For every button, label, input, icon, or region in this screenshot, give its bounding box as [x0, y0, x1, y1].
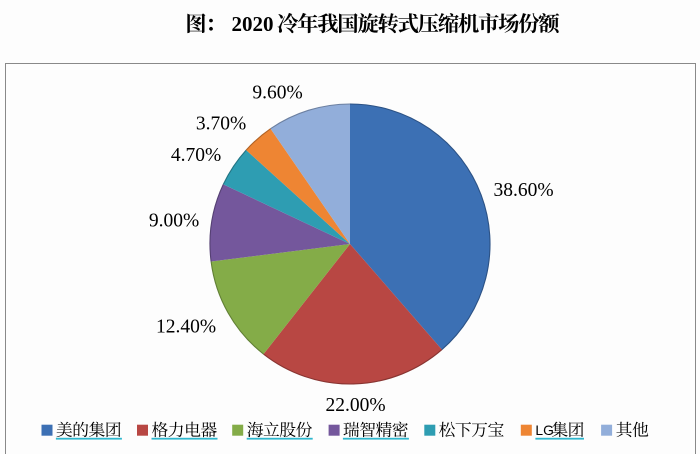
svg-text:9.00%: 9.00%: [149, 211, 199, 232]
svg-text:12.40%: 12.40%: [156, 317, 216, 338]
svg-text:3.70%: 3.70%: [196, 114, 246, 135]
svg-text:22.00%: 22.00%: [325, 395, 385, 416]
svg-text:LG: LG: [535, 423, 553, 438]
svg-text:2020: 2020: [232, 12, 274, 36]
svg-text:9.60%: 9.60%: [252, 83, 302, 104]
svg-text:38.60%: 38.60%: [493, 180, 553, 201]
svg-text:4.70%: 4.70%: [171, 145, 221, 166]
